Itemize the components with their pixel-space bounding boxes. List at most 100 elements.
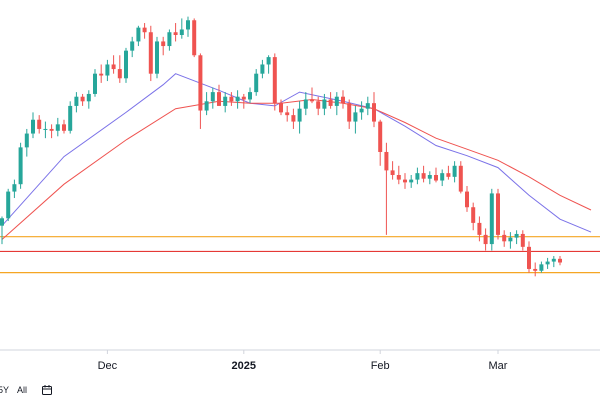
horizontal-levels bbox=[0, 236, 600, 274]
candle bbox=[235, 90, 240, 109]
candle bbox=[520, 230, 525, 251]
candle bbox=[378, 119, 383, 166]
candle bbox=[179, 18, 184, 39]
candle bbox=[117, 55, 122, 83]
candle bbox=[186, 16, 190, 37]
candle bbox=[80, 93, 85, 106]
candle bbox=[241, 93, 246, 109]
candle bbox=[254, 69, 259, 96]
candle bbox=[297, 101, 302, 134]
candle bbox=[55, 117, 60, 137]
candle bbox=[551, 256, 556, 268]
candle bbox=[217, 84, 221, 106]
candle bbox=[489, 188, 494, 251]
candle bbox=[458, 161, 463, 194]
candle bbox=[353, 105, 358, 134]
range-5y-button[interactable]: 5Y bbox=[0, 385, 10, 395]
candle bbox=[471, 202, 476, 231]
candles bbox=[0, 16, 562, 277]
candle bbox=[328, 92, 333, 109]
candle bbox=[452, 161, 457, 183]
candle bbox=[266, 55, 271, 74]
candle bbox=[62, 119, 66, 134]
candle bbox=[198, 53, 203, 129]
candle bbox=[322, 93, 327, 116]
candle bbox=[384, 142, 389, 235]
ma-long-line bbox=[1, 98, 592, 240]
x-tick-label: Mar bbox=[489, 360, 508, 372]
candle bbox=[167, 29, 172, 51]
candle bbox=[365, 96, 370, 116]
candle bbox=[310, 87, 314, 104]
candle bbox=[148, 25, 153, 82]
candle bbox=[105, 59, 110, 82]
candle bbox=[37, 115, 42, 134]
candle bbox=[68, 101, 73, 134]
candle bbox=[49, 124, 54, 139]
candle bbox=[421, 165, 426, 183]
range-toolbar: 5Y All bbox=[0, 380, 600, 400]
candle bbox=[539, 261, 544, 273]
candle bbox=[161, 36, 166, 56]
calendar-icon[interactable] bbox=[41, 384, 53, 396]
candle bbox=[545, 257, 550, 269]
candle bbox=[440, 169, 445, 187]
candle bbox=[427, 171, 432, 185]
candle bbox=[86, 90, 91, 109]
candle bbox=[334, 92, 339, 116]
ma-short-line bbox=[1, 73, 592, 233]
candle bbox=[502, 230, 507, 247]
candle bbox=[359, 101, 364, 120]
candle bbox=[477, 216, 482, 242]
candle bbox=[260, 59, 265, 79]
candle bbox=[223, 92, 228, 113]
candle bbox=[18, 142, 23, 189]
candle bbox=[514, 230, 519, 245]
candle bbox=[155, 36, 159, 79]
candle bbox=[12, 179, 17, 199]
x-tick-label: 2025 bbox=[232, 360, 256, 372]
candle bbox=[527, 241, 531, 273]
candle bbox=[43, 121, 48, 139]
candle bbox=[142, 23, 147, 39]
candle bbox=[248, 87, 252, 104]
candle bbox=[483, 228, 488, 251]
candle bbox=[192, 18, 197, 58]
candle bbox=[291, 108, 296, 129]
candle bbox=[465, 186, 469, 212]
candle bbox=[31, 112, 35, 139]
candle bbox=[279, 99, 283, 116]
candle bbox=[272, 53, 277, 111]
candle bbox=[99, 64, 104, 83]
candle bbox=[93, 69, 97, 97]
candle bbox=[74, 92, 79, 113]
candle bbox=[434, 167, 438, 183]
range-all-button[interactable]: All bbox=[17, 385, 28, 395]
candle bbox=[446, 165, 451, 180]
candle bbox=[136, 25, 141, 47]
candle bbox=[533, 262, 538, 277]
candle bbox=[558, 256, 562, 266]
candle bbox=[210, 87, 215, 109]
candle bbox=[508, 232, 513, 249]
x-tick-label: Dec bbox=[98, 360, 118, 372]
candle bbox=[111, 55, 116, 74]
candle bbox=[303, 92, 308, 116]
candle bbox=[24, 128, 29, 157]
candle bbox=[204, 92, 209, 116]
candle bbox=[372, 92, 376, 128]
candle bbox=[390, 161, 395, 180]
candle bbox=[316, 96, 321, 116]
candle bbox=[496, 188, 500, 240]
candle bbox=[409, 175, 414, 188]
candle bbox=[124, 47, 128, 83]
candle bbox=[173, 23, 178, 42]
candle bbox=[229, 92, 234, 106]
candle bbox=[403, 173, 407, 189]
candle bbox=[347, 99, 352, 129]
candle bbox=[396, 165, 401, 185]
candle bbox=[6, 188, 11, 222]
candle bbox=[130, 36, 135, 58]
